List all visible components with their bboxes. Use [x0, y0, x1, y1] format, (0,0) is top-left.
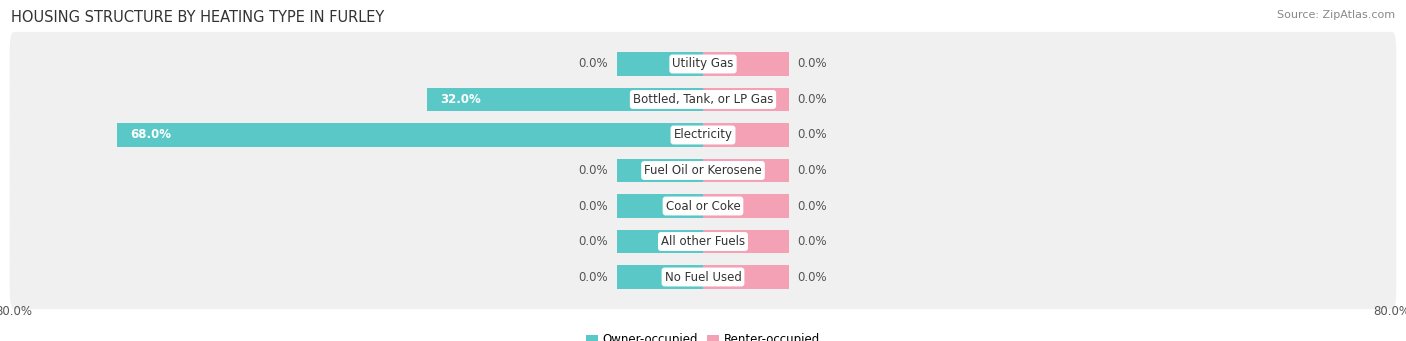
Bar	[703, 230, 789, 253]
Bar	[703, 159, 789, 182]
Text: Coal or Coke: Coal or Coke	[665, 199, 741, 212]
Text: All other Fuels: All other Fuels	[661, 235, 745, 248]
Text: Fuel Oil or Kerosene: Fuel Oil or Kerosene	[644, 164, 762, 177]
Text: Utility Gas: Utility Gas	[672, 58, 734, 71]
Text: 32.0%: 32.0%	[440, 93, 481, 106]
Text: 0.0%: 0.0%	[579, 270, 609, 283]
Bar	[617, 159, 703, 182]
Text: Bottled, Tank, or LP Gas: Bottled, Tank, or LP Gas	[633, 93, 773, 106]
FancyBboxPatch shape	[10, 209, 1396, 273]
Text: 0.0%: 0.0%	[797, 199, 827, 212]
Text: 0.0%: 0.0%	[579, 164, 609, 177]
Bar	[617, 53, 703, 76]
Bar	[427, 88, 703, 111]
FancyBboxPatch shape	[10, 68, 1396, 132]
Bar	[703, 194, 789, 218]
FancyBboxPatch shape	[10, 32, 1396, 96]
Text: Electricity: Electricity	[673, 129, 733, 142]
Text: 0.0%: 0.0%	[579, 58, 609, 71]
Bar	[703, 265, 789, 288]
Text: Source: ZipAtlas.com: Source: ZipAtlas.com	[1277, 10, 1395, 20]
Text: 0.0%: 0.0%	[579, 235, 609, 248]
Text: HOUSING STRUCTURE BY HEATING TYPE IN FURLEY: HOUSING STRUCTURE BY HEATING TYPE IN FUR…	[11, 10, 384, 25]
Bar	[617, 265, 703, 288]
Bar	[617, 194, 703, 218]
FancyBboxPatch shape	[10, 138, 1396, 203]
Bar	[617, 230, 703, 253]
Bar	[703, 88, 789, 111]
Text: 0.0%: 0.0%	[797, 129, 827, 142]
FancyBboxPatch shape	[10, 103, 1396, 167]
Text: 0.0%: 0.0%	[797, 270, 827, 283]
Text: 68.0%: 68.0%	[131, 129, 172, 142]
Text: 0.0%: 0.0%	[797, 93, 827, 106]
Text: 0.0%: 0.0%	[797, 58, 827, 71]
Legend: Owner-occupied, Renter-occupied: Owner-occupied, Renter-occupied	[581, 329, 825, 341]
FancyBboxPatch shape	[10, 174, 1396, 238]
Bar	[703, 53, 789, 76]
Text: 0.0%: 0.0%	[797, 164, 827, 177]
Text: 0.0%: 0.0%	[797, 235, 827, 248]
Text: 0.0%: 0.0%	[579, 199, 609, 212]
Bar	[703, 123, 789, 147]
Bar	[117, 123, 703, 147]
FancyBboxPatch shape	[10, 245, 1396, 309]
Text: No Fuel Used: No Fuel Used	[665, 270, 741, 283]
